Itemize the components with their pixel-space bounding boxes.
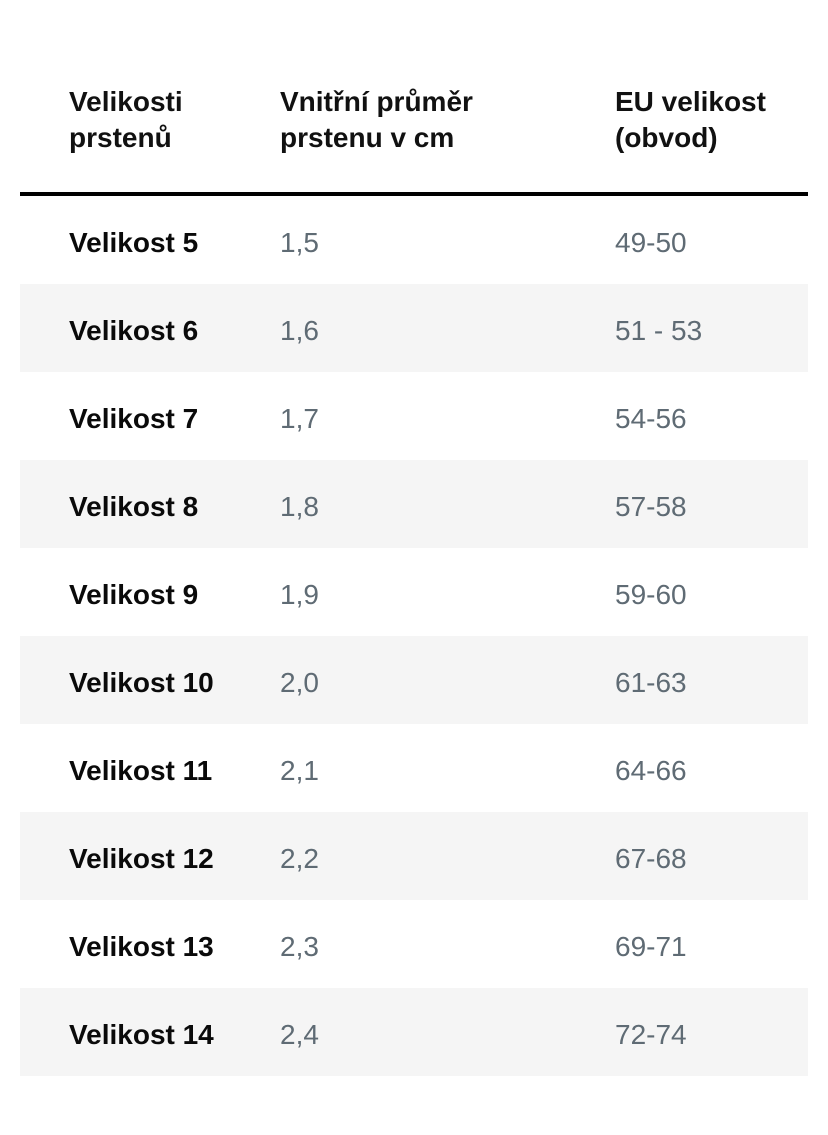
eu-size-cell: 57-58 xyxy=(615,491,687,522)
ring-size-cell: Velikost 7 xyxy=(69,403,199,434)
ring-size-cell: Velikost 10 xyxy=(69,667,214,698)
table-row: Velikost 11 2,1 64-66 xyxy=(20,724,808,812)
table-row: Velikost 10 2,0 61-63 xyxy=(20,636,808,724)
eu-size-cell: 61-63 xyxy=(615,667,687,698)
diameter-cell: 1,7 xyxy=(280,403,319,434)
eu-size-cell: 67-68 xyxy=(615,843,687,874)
diameter-cell: 2,3 xyxy=(280,931,319,962)
eu-size-cell: 59-60 xyxy=(615,579,687,610)
table-row: Velikost 8 1,8 57-58 xyxy=(20,460,808,548)
ring-size-cell: Velikost 9 xyxy=(69,579,199,610)
diameter-cell: 1,9 xyxy=(280,579,319,610)
eu-size-cell: 69-71 xyxy=(615,931,687,962)
eu-size-cell: 72-74 xyxy=(615,1019,687,1050)
diameter-cell: 1,6 xyxy=(280,315,319,346)
ring-size-cell: Velikost 6 xyxy=(69,315,199,346)
ring-size-table: Velikosti prstenů Vnitřní průměr prstenu… xyxy=(20,0,808,1076)
header-eu-size: EU velikost (obvod) xyxy=(615,86,766,153)
diameter-cell: 2,1 xyxy=(280,755,319,786)
table-row: Velikost 7 1,7 54-56 xyxy=(20,372,808,460)
table-row: Velikost 14 2,4 72-74 xyxy=(20,988,808,1076)
table-row: Velikost 13 2,3 69-71 xyxy=(20,900,808,988)
ring-size-cell: Velikost 8 xyxy=(69,491,199,522)
table-row: Velikost 12 2,2 67-68 xyxy=(20,812,808,900)
header-ring-size: Velikosti prstenů xyxy=(69,86,183,153)
ring-size-cell: Velikost 11 xyxy=(69,755,213,786)
diameter-cell: 2,4 xyxy=(280,1019,319,1050)
eu-size-cell: 54-56 xyxy=(615,403,687,434)
ring-size-cell: Velikost 14 xyxy=(69,1019,214,1050)
table-row: Velikost 6 1,6 51 - 53 xyxy=(20,284,808,372)
diameter-cell: 2,2 xyxy=(280,843,319,874)
ring-size-cell: Velikost 12 xyxy=(69,843,214,874)
diameter-cell: 1,5 xyxy=(280,227,319,258)
diameter-cell: 1,8 xyxy=(280,491,319,522)
table-header: Velikosti prstenů Vnitřní průměr prstenu… xyxy=(20,0,808,196)
eu-size-cell: 51 - 53 xyxy=(615,315,703,346)
header-inner-diameter: Vnitřní průměr prstenu v cm xyxy=(280,86,473,153)
eu-size-cell: 49-50 xyxy=(615,227,687,258)
ring-size-cell: Velikost 13 xyxy=(69,931,214,962)
eu-size-cell: 64-66 xyxy=(615,755,687,786)
ring-size-cell: Velikost 5 xyxy=(69,227,199,258)
diameter-cell: 2,0 xyxy=(280,667,319,698)
table-row: Velikost 9 1,9 59-60 xyxy=(20,548,808,636)
table-row: Velikost 5 1,5 49-50 xyxy=(20,196,808,284)
